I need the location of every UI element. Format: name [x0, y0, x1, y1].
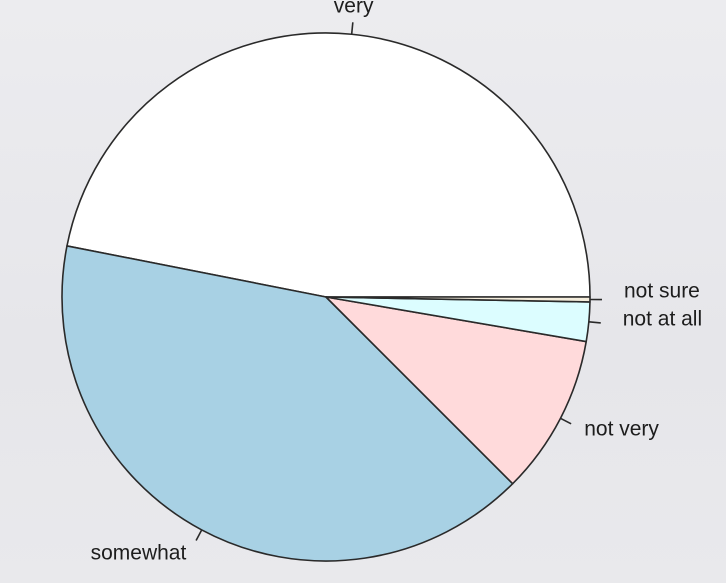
pie-slices	[61, 32, 591, 562]
label-somewhat: somewhat	[91, 542, 187, 565]
slice-very	[66, 32, 591, 298]
slice-somewhat	[61, 245, 514, 562]
tick-very	[350, 22, 354, 35]
slice-not-sure	[325, 296, 591, 303]
label-not-at-all: not at all	[623, 308, 702, 331]
label-not-sure: not sure	[624, 280, 700, 303]
pie-leader-ticks	[195, 22, 602, 541]
label-very: very	[334, 0, 374, 17]
pie-labels: very somewhat not very not at all not sure	[91, 0, 703, 565]
tick-somewhat	[195, 529, 203, 541]
label-not-very: not very	[584, 418, 659, 441]
tick-not-at-all	[588, 321, 601, 324]
slice-not-very	[325, 296, 588, 485]
tick-not-very	[560, 417, 572, 425]
